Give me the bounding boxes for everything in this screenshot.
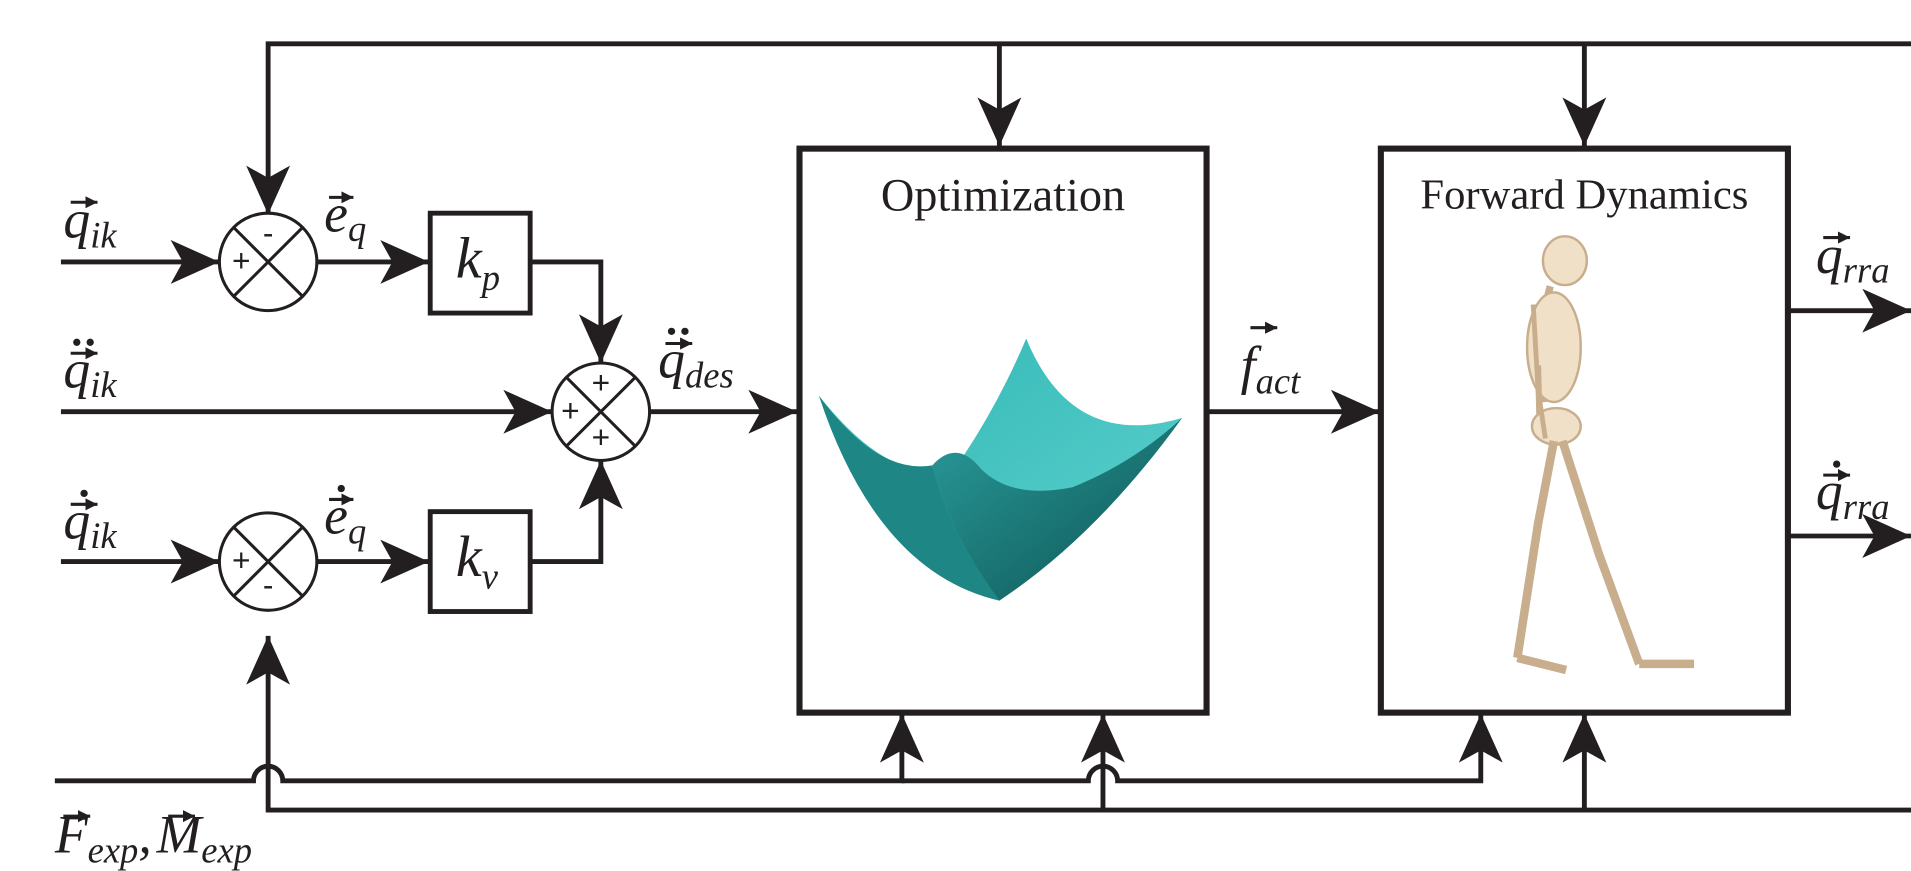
signal-label: qdes: [658, 328, 734, 396]
optimization-block: Optimization: [800, 149, 1207, 713]
signal-label: qrra: [1816, 225, 1890, 291]
sign: +: [232, 542, 251, 578]
sum-junction: + + +: [552, 363, 650, 460]
signal-label: qik: [63, 490, 117, 556]
sign: +: [232, 243, 251, 279]
svg-text:qik: qik: [63, 339, 117, 405]
block-diagram: - + + + + + - kp kv Optimization Forward…: [0, 0, 1911, 871]
forward-dynamics-block: Forward Dynamics: [1381, 149, 1788, 713]
signal-label: qik: [63, 190, 117, 256]
svg-text:qik: qik: [63, 490, 117, 556]
svg-text:qdes: qdes: [658, 330, 734, 396]
svg-text:qrra: qrra: [1816, 461, 1890, 527]
block-title: Forward Dynamics: [1420, 171, 1748, 218]
signal-label: eq: [324, 485, 366, 551]
block-title: Optimization: [881, 171, 1125, 222]
svg-text:qrra: qrra: [1816, 225, 1890, 291]
sum-junction: + -: [219, 513, 317, 610]
svg-text:Fexp,Mexp: Fexp,Mexp: [54, 805, 252, 871]
sum-junction: - +: [219, 213, 317, 310]
sign: +: [592, 364, 611, 400]
signal-label: eq: [324, 183, 366, 249]
sign: -: [263, 567, 274, 603]
svg-text:fact: fact: [1241, 336, 1301, 402]
signal-label: Fexp,Mexp: [54, 805, 252, 871]
sign: +: [561, 392, 580, 428]
svg-text:eq: eq: [324, 183, 366, 249]
signal-label: qik: [63, 339, 117, 405]
signal-label: fact: [1241, 328, 1301, 402]
svg-text:qik: qik: [63, 190, 117, 256]
sign: +: [592, 419, 611, 455]
svg-text:eq: eq: [324, 486, 366, 552]
signal-label: qrra: [1816, 460, 1890, 526]
sign: -: [263, 214, 274, 250]
